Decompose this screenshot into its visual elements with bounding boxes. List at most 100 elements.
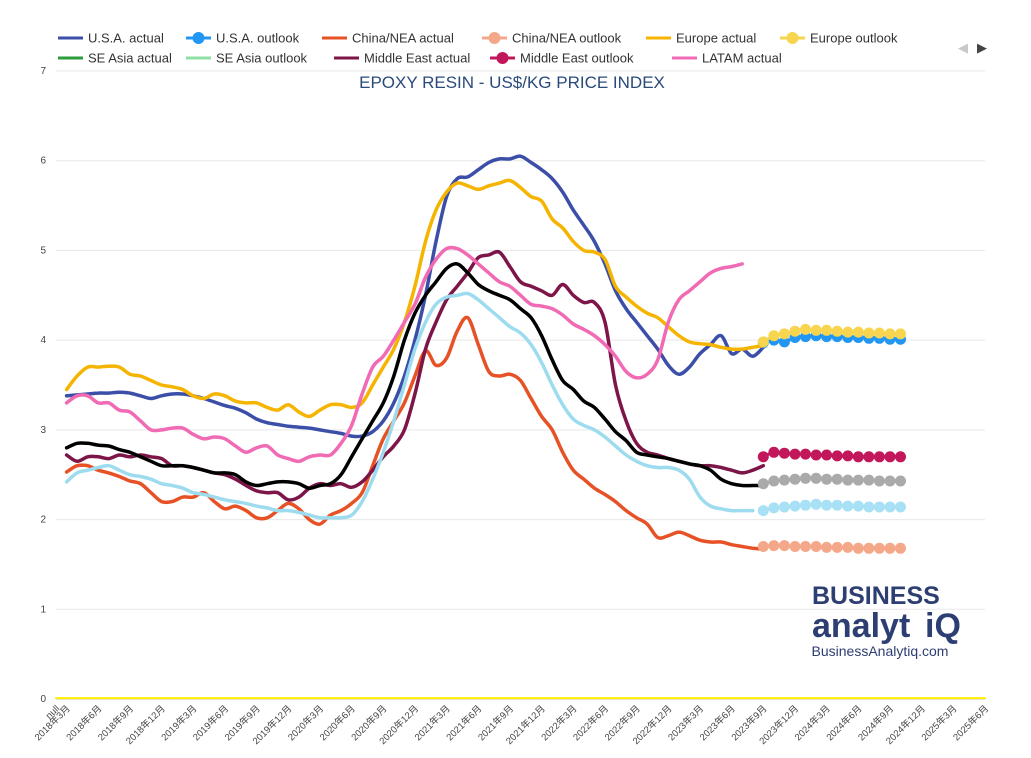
legend-item[interactable]: SE Asia outlook [186,51,308,66]
legend-item[interactable]: U.S.A. actual [58,31,164,46]
data-point [884,475,896,487]
data-point [768,475,780,487]
legend-item[interactable]: U.S.A. outlook [186,31,300,46]
data-point [831,325,843,337]
data-point [757,505,769,517]
data-point [810,541,822,552]
logo-iq-mark: iQ [925,607,961,645]
data-point [757,336,769,348]
data-point [831,541,843,553]
data-point [873,327,885,339]
data-point [757,541,769,552]
series-layer [55,154,986,700]
data-point [778,501,790,513]
data-point [757,451,769,463]
data-point [842,500,854,512]
y-tick-label: 0 [40,694,46,705]
legend-pager: ◀ ▶ [958,41,987,56]
data-point [895,542,906,554]
data-point [789,473,801,485]
data-point [800,472,811,484]
data-point [863,327,875,339]
legend-next-button[interactable]: ▶ [977,41,987,56]
legend-item[interactable]: Middle East outlook [490,51,634,66]
legend-item[interactable]: Middle East actual [334,51,470,66]
legend-marker [786,32,799,44]
legend-item[interactable]: China/NEA outlook [482,31,622,46]
legend-marker [192,32,205,44]
data-point [789,325,801,337]
legend-label: Europe outlook [810,31,898,46]
brand-logo: BUSINESS analyt iQ BusinessAnalytiq.com [812,582,961,659]
data-point [873,475,885,487]
data-point [873,542,885,554]
data-point [895,475,906,487]
data-point [757,478,769,490]
data-point [884,451,896,463]
data-point [768,446,780,458]
legend-item[interactable]: LATAM actual [672,51,782,66]
data-point [884,328,896,340]
data-point [800,499,811,511]
legend-item[interactable]: China/NEA actual [322,31,454,46]
data-point [831,473,843,485]
data-point [863,501,875,513]
legend-label: SE Asia actual [88,51,172,66]
data-point [778,474,790,486]
legend-label: U.S.A. outlook [216,31,300,46]
data-point [884,501,896,513]
data-point [800,448,811,460]
y-tick-label: 5 [40,245,46,256]
series-line-china-nea-actual [64,315,766,551]
data-point [810,498,822,510]
legend: U.S.A. actual U.S.A. outlook China/NEA act… [58,31,898,66]
series-line-other-actual [64,291,755,520]
data-point [873,501,885,513]
data-point [768,330,780,342]
data-point [768,502,780,514]
data-point [842,450,854,462]
y-axis: 0 1 2 3 4 5 6 7 [40,66,46,705]
data-point [821,324,833,336]
legend-marker [496,52,509,64]
data-point [789,448,801,460]
data-point [863,451,875,463]
data-point [821,541,833,553]
data-point [852,326,864,338]
legend-item[interactable]: Europe outlook [780,31,898,46]
legend-label: Europe actual [676,31,756,46]
data-point [778,336,790,348]
data-point [852,542,864,554]
series-markers-europe-outlook [757,323,906,348]
series-markers-global-outlook [757,472,906,490]
data-point [778,447,790,459]
legend-marker [488,32,501,44]
data-point [852,500,864,512]
legend-label: U.S.A. actual [88,31,164,46]
series-line-latam-actual [64,245,744,464]
legend-label: Middle East actual [364,51,470,66]
legend-label: Middle East outlook [520,51,634,66]
y-tick-label: 3 [40,425,46,436]
data-point [810,472,822,484]
data-point [852,451,864,463]
data-point [810,449,822,461]
logo-url: BusinessAnalytiq.com [812,643,949,659]
data-point [800,323,811,335]
legend-item[interactable]: SE Asia actual [58,51,172,66]
series-line-u-s-a-actual [64,154,766,439]
legend-prev-button[interactable]: ◀ [958,41,968,56]
data-point [789,500,801,512]
data-point [778,328,790,340]
data-point [895,451,906,463]
data-point [831,499,843,511]
data-point [810,324,822,336]
y-tick-label: 2 [40,515,46,526]
legend-item[interactable]: Europe actual [646,31,756,46]
series-markers-china-nea-outlook [757,540,906,554]
legend-label: LATAM actual [702,51,782,66]
data-point [895,328,906,340]
series-markers-other-outlook [757,498,906,517]
x-axis: null2018年3月2018年6月2018年9月2018年12月2019年3月… [32,703,991,747]
